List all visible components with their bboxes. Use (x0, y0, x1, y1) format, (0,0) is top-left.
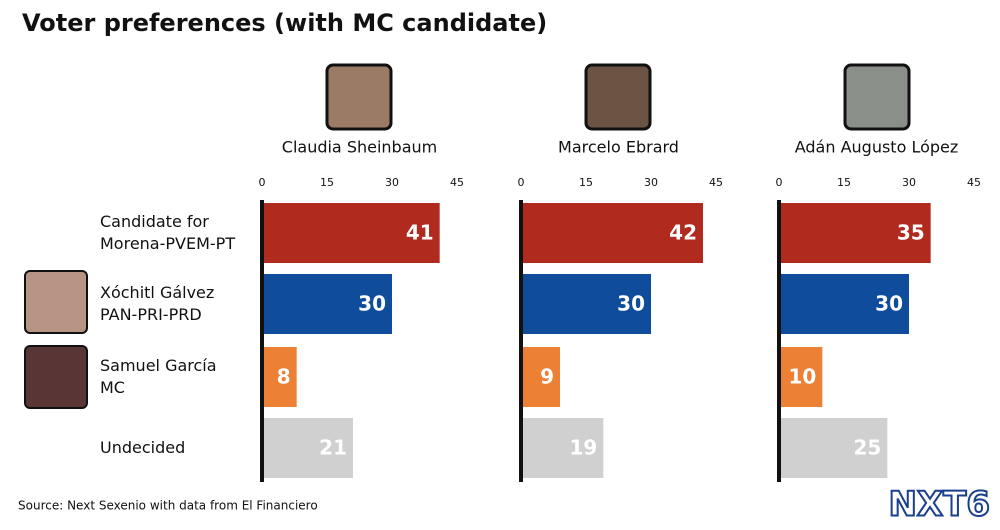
x-tick-label: 45 (709, 176, 723, 189)
panel-title: Claudia Sheinbaum (282, 138, 437, 157)
row-label-line: PAN-PRI-PRD (100, 305, 202, 324)
bar (521, 203, 703, 263)
row-label-line: Undecided (100, 438, 185, 457)
x-tick-label: 15 (837, 176, 851, 189)
bar (779, 418, 888, 478)
value-label: 8 (277, 365, 291, 389)
bar (262, 203, 440, 263)
logo: NXT6 (888, 485, 990, 525)
x-tick-label: 45 (450, 176, 464, 189)
row-label: Candidate for Morena-PVEM-PT (100, 212, 235, 253)
row-label-line: MC (100, 378, 125, 397)
bar (521, 274, 651, 334)
bar (521, 418, 604, 478)
x-tick-label: 0 (259, 176, 266, 189)
value-label: 19 (569, 436, 597, 460)
value-label: 10 (788, 365, 816, 389)
row-label-line: Samuel García (100, 356, 217, 375)
bar (262, 347, 297, 407)
row-label-line: Morena-PVEM-PT (100, 234, 235, 253)
value-label: 35 (897, 221, 925, 245)
bar (262, 418, 353, 478)
bar (779, 347, 823, 407)
chart-title: Voter preferences (with MC candidate) (22, 9, 547, 37)
row-label: Undecided (100, 438, 185, 457)
value-label: 42 (669, 221, 697, 245)
row-label-line: Candidate for (100, 212, 209, 231)
x-tick-label: 45 (967, 176, 981, 189)
x-tick-label: 15 (579, 176, 593, 189)
value-label: 21 (319, 436, 347, 460)
row-label: Xóchitl Gálvez PAN-PRI-PRD (100, 283, 214, 324)
value-label: 25 (853, 436, 881, 460)
x-tick-label: 0 (518, 176, 525, 189)
bar (779, 274, 909, 334)
row-label: Samuel García MC (100, 356, 217, 397)
x-tick-label: 30 (902, 176, 916, 189)
source: Source: Next Sexenio with data from El F… (18, 499, 318, 513)
photos (24, 63, 911, 409)
value-label: 30 (617, 292, 645, 316)
panel-title: Adán Augusto López (795, 138, 959, 157)
bar (779, 203, 931, 263)
bar (521, 347, 560, 407)
value-label: 9 (540, 365, 554, 389)
x-tick-label: 30 (385, 176, 399, 189)
x-tick-label: 15 (320, 176, 334, 189)
value-label: 30 (875, 292, 903, 316)
bar (262, 274, 392, 334)
value-label: 41 (406, 221, 434, 245)
value-label: 30 (358, 292, 386, 316)
row-label-line: Xóchitl Gálvez (100, 283, 214, 302)
x-tick-label: 0 (776, 176, 783, 189)
panel-title: Marcelo Ebrard (558, 138, 679, 157)
x-tick-label: 30 (644, 176, 658, 189)
